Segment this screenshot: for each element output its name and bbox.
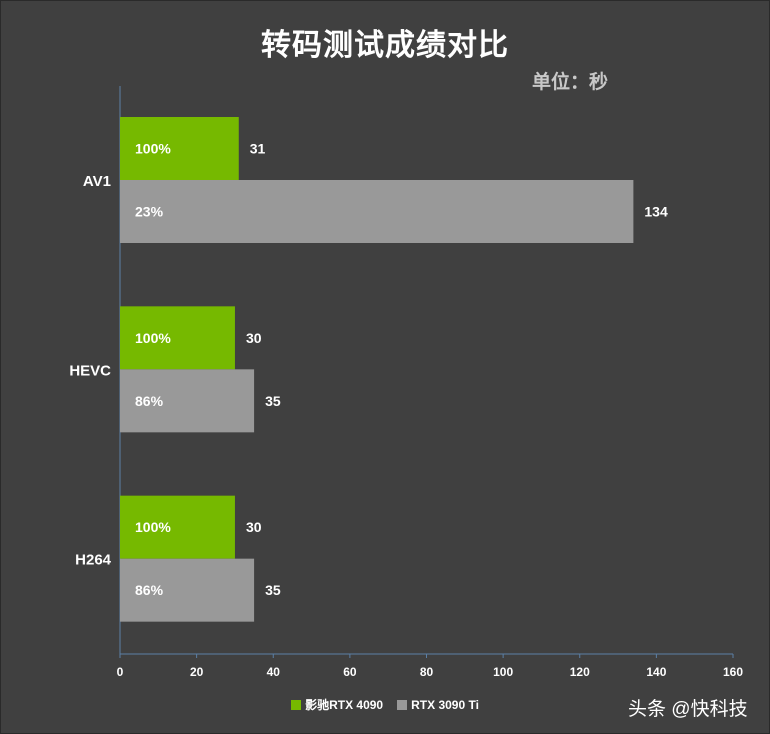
- category-label: AV1: [83, 173, 111, 190]
- bar-value-label: 31: [250, 141, 266, 157]
- bar-percent-label: 86%: [135, 393, 164, 409]
- bar-value-label: 35: [265, 582, 281, 598]
- legend-item-series-2: RTX 3090 Ti: [397, 696, 479, 713]
- bar-percent-label: 100%: [135, 330, 171, 346]
- bar: [120, 495, 235, 559]
- x-tick-label: 100: [493, 665, 513, 679]
- legend-swatch-series-2: [397, 699, 408, 710]
- bar-value-label: 134: [644, 204, 668, 220]
- legend-label-series-1: 影驰RTX 4090: [305, 698, 384, 712]
- bar-percent-label: 86%: [135, 582, 164, 598]
- watermark: 头条 @快科技: [628, 699, 748, 720]
- x-tick-label: 20: [190, 665, 204, 679]
- bar-value-label: 30: [246, 330, 262, 346]
- category-label: H264: [75, 552, 112, 569]
- x-tick-label: 120: [570, 665, 590, 679]
- bar: [120, 180, 634, 243]
- legend: 影驰RTX 4090 RTX 3090 Ti: [0, 696, 770, 713]
- bar: [120, 117, 239, 180]
- x-tick-label: 160: [723, 665, 743, 679]
- legend-label-series-2: RTX 3090 Ti: [411, 697, 479, 712]
- bar: [120, 306, 235, 370]
- bar-percent-label: 23%: [135, 204, 164, 220]
- bar-value-label: 30: [246, 519, 262, 535]
- legend-item-series-1: 影驰RTX 4090: [291, 696, 383, 713]
- unit-label: 单位：秒: [532, 72, 609, 93]
- bar: [120, 369, 255, 433]
- bar-value-label: 35: [265, 393, 281, 409]
- bar: [120, 558, 255, 622]
- chart-title: 转码测试成绩对比: [261, 29, 509, 62]
- x-tick-label: 0: [117, 665, 124, 679]
- x-tick-label: 80: [420, 665, 434, 679]
- x-tick-label: 140: [646, 665, 666, 679]
- x-tick-label: 60: [343, 665, 357, 679]
- legend-swatch-series-1: [291, 699, 302, 710]
- x-tick-label: 40: [267, 665, 281, 679]
- bar-percent-label: 100%: [135, 519, 171, 535]
- bar-percent-label: 100%: [135, 141, 171, 157]
- category-label: HEVC: [69, 362, 111, 379]
